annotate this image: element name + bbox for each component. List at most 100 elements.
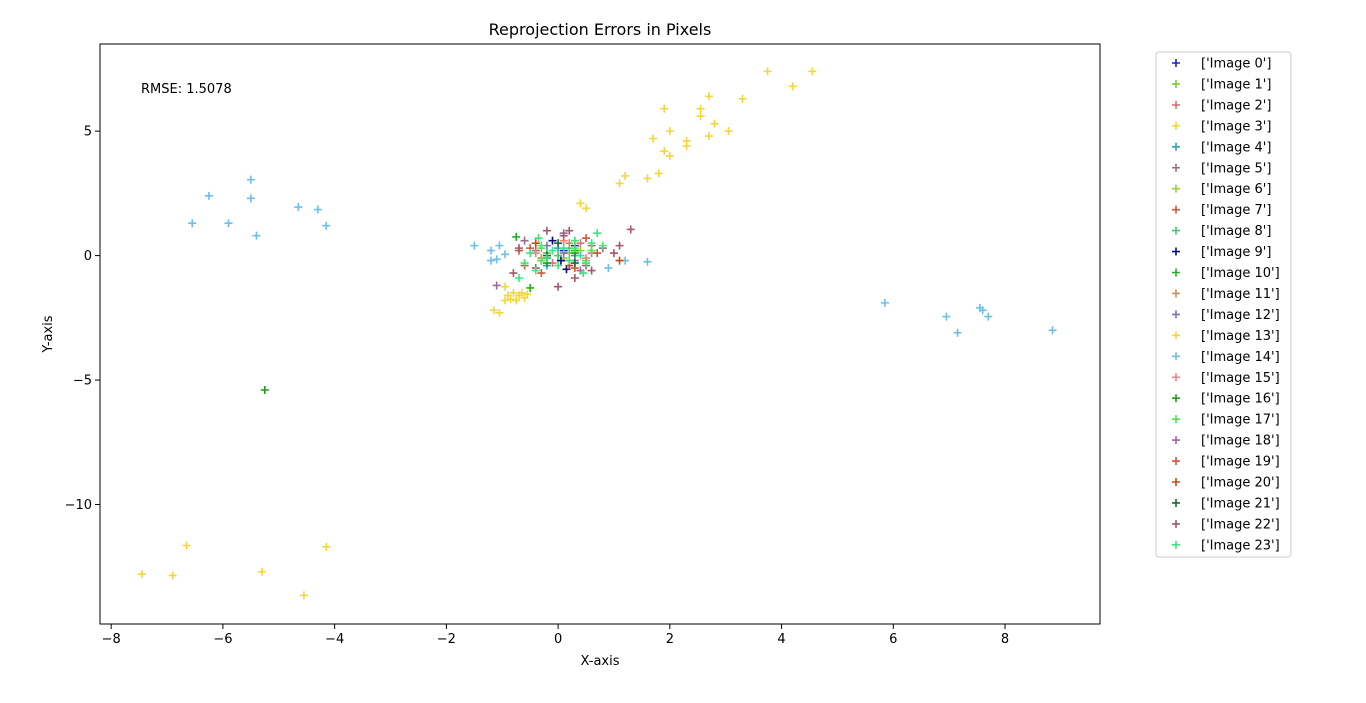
rmse-annotation: RMSE: 1.5078 (141, 82, 232, 97)
legend-marker (1172, 100, 1180, 109)
legend-marker (1172, 478, 1180, 486)
data-point (537, 269, 546, 278)
data-point (570, 259, 579, 268)
legend-label: ['Image 8'] (1201, 224, 1271, 239)
data-point (587, 239, 596, 248)
data-point (501, 296, 510, 305)
data-point (615, 256, 624, 265)
data-point (604, 264, 613, 273)
legend-marker (1172, 540, 1180, 549)
data-point (554, 239, 563, 248)
data-point (548, 246, 557, 255)
data-point (615, 179, 624, 188)
data-point (704, 92, 713, 101)
data-point (565, 226, 574, 235)
data-point (542, 254, 551, 263)
x-tick-label: 2 (666, 632, 674, 647)
x-tick-label: −6 (213, 632, 232, 647)
data-point (492, 281, 501, 290)
data-point (294, 203, 303, 212)
legend-label: ['Image 4'] (1201, 140, 1271, 155)
data-point (258, 567, 267, 576)
data-point (542, 226, 551, 235)
data-point (654, 169, 663, 178)
data-point (224, 219, 233, 228)
data-point (531, 239, 540, 248)
legend-marker (1172, 519, 1180, 528)
data-point (526, 249, 535, 258)
legend-label: ['Image 11'] (1201, 287, 1280, 302)
data-point (260, 386, 269, 395)
legend-label: ['Image 1'] (1201, 77, 1271, 92)
data-point (506, 295, 515, 304)
data-point (514, 273, 523, 282)
data-point (204, 191, 213, 200)
legend-marker (1172, 436, 1180, 445)
data-point (299, 591, 308, 600)
legend-label: ['Image 22'] (1201, 517, 1280, 532)
data-point (643, 174, 652, 183)
legend-label: ['Image 12'] (1201, 308, 1280, 323)
y-tick-label: −10 (65, 498, 92, 513)
data-point (582, 204, 591, 213)
data-point (880, 298, 889, 307)
legend-marker (1172, 163, 1180, 172)
data-point (570, 273, 579, 282)
legend-label: ['Image 21'] (1201, 496, 1280, 511)
data-point (548, 236, 557, 245)
data-point (587, 246, 596, 255)
legend-marker (1172, 373, 1180, 382)
legend-label: ['Image 23'] (1201, 538, 1280, 553)
data-point (593, 229, 602, 238)
data-point (738, 94, 747, 103)
legend-label: ['Image 15'] (1201, 371, 1280, 386)
data-point (188, 219, 197, 228)
data-point (489, 306, 498, 315)
data-point (492, 255, 501, 264)
data-point (512, 232, 521, 241)
data-point (598, 241, 607, 250)
data-point (523, 290, 532, 299)
data-point (554, 282, 563, 291)
data-point (509, 269, 518, 278)
plot-area (99, 43, 1101, 625)
legend-label: ['Image 7'] (1201, 203, 1271, 218)
data-point (514, 244, 523, 253)
data-point (582, 259, 591, 268)
legend-label: ['Image 0'] (1201, 57, 1271, 72)
data-point (487, 256, 496, 265)
legend-marker (1172, 247, 1180, 256)
legend-label: ['Image 13'] (1201, 329, 1280, 344)
legend-marker (1172, 205, 1180, 214)
data-point (531, 266, 540, 275)
x-tick-label: −2 (437, 632, 456, 647)
y-axis-ticks: 5 0 −5 −10 (65, 125, 100, 513)
legend-marker (1172, 394, 1180, 403)
y-tick-label: 5 (84, 125, 92, 140)
data-point (576, 251, 585, 260)
legend-marker (1172, 331, 1180, 340)
chart-title: Reprojection Errors in Pixels (489, 20, 712, 39)
data-point (137, 570, 146, 579)
legend-marker (1172, 79, 1180, 88)
data-point (704, 132, 713, 141)
data-point (649, 134, 658, 143)
x-tick-label: −4 (325, 632, 344, 647)
points-layer (137, 67, 1057, 600)
legend-frame (1155, 51, 1292, 558)
data-point (517, 288, 526, 297)
legend-marker (1172, 289, 1180, 298)
data-point (587, 266, 596, 275)
legend-label: ['Image 9'] (1201, 245, 1271, 260)
legend-marker (1172, 457, 1180, 466)
data-point (559, 244, 568, 253)
legend-marker (1172, 121, 1180, 130)
data-point (559, 231, 568, 240)
data-point (501, 282, 510, 291)
data-point (554, 251, 563, 260)
legend-label: ['Image 10'] (1201, 266, 1280, 281)
data-point (520, 259, 529, 268)
data-point (520, 236, 529, 245)
data-point (322, 221, 331, 230)
